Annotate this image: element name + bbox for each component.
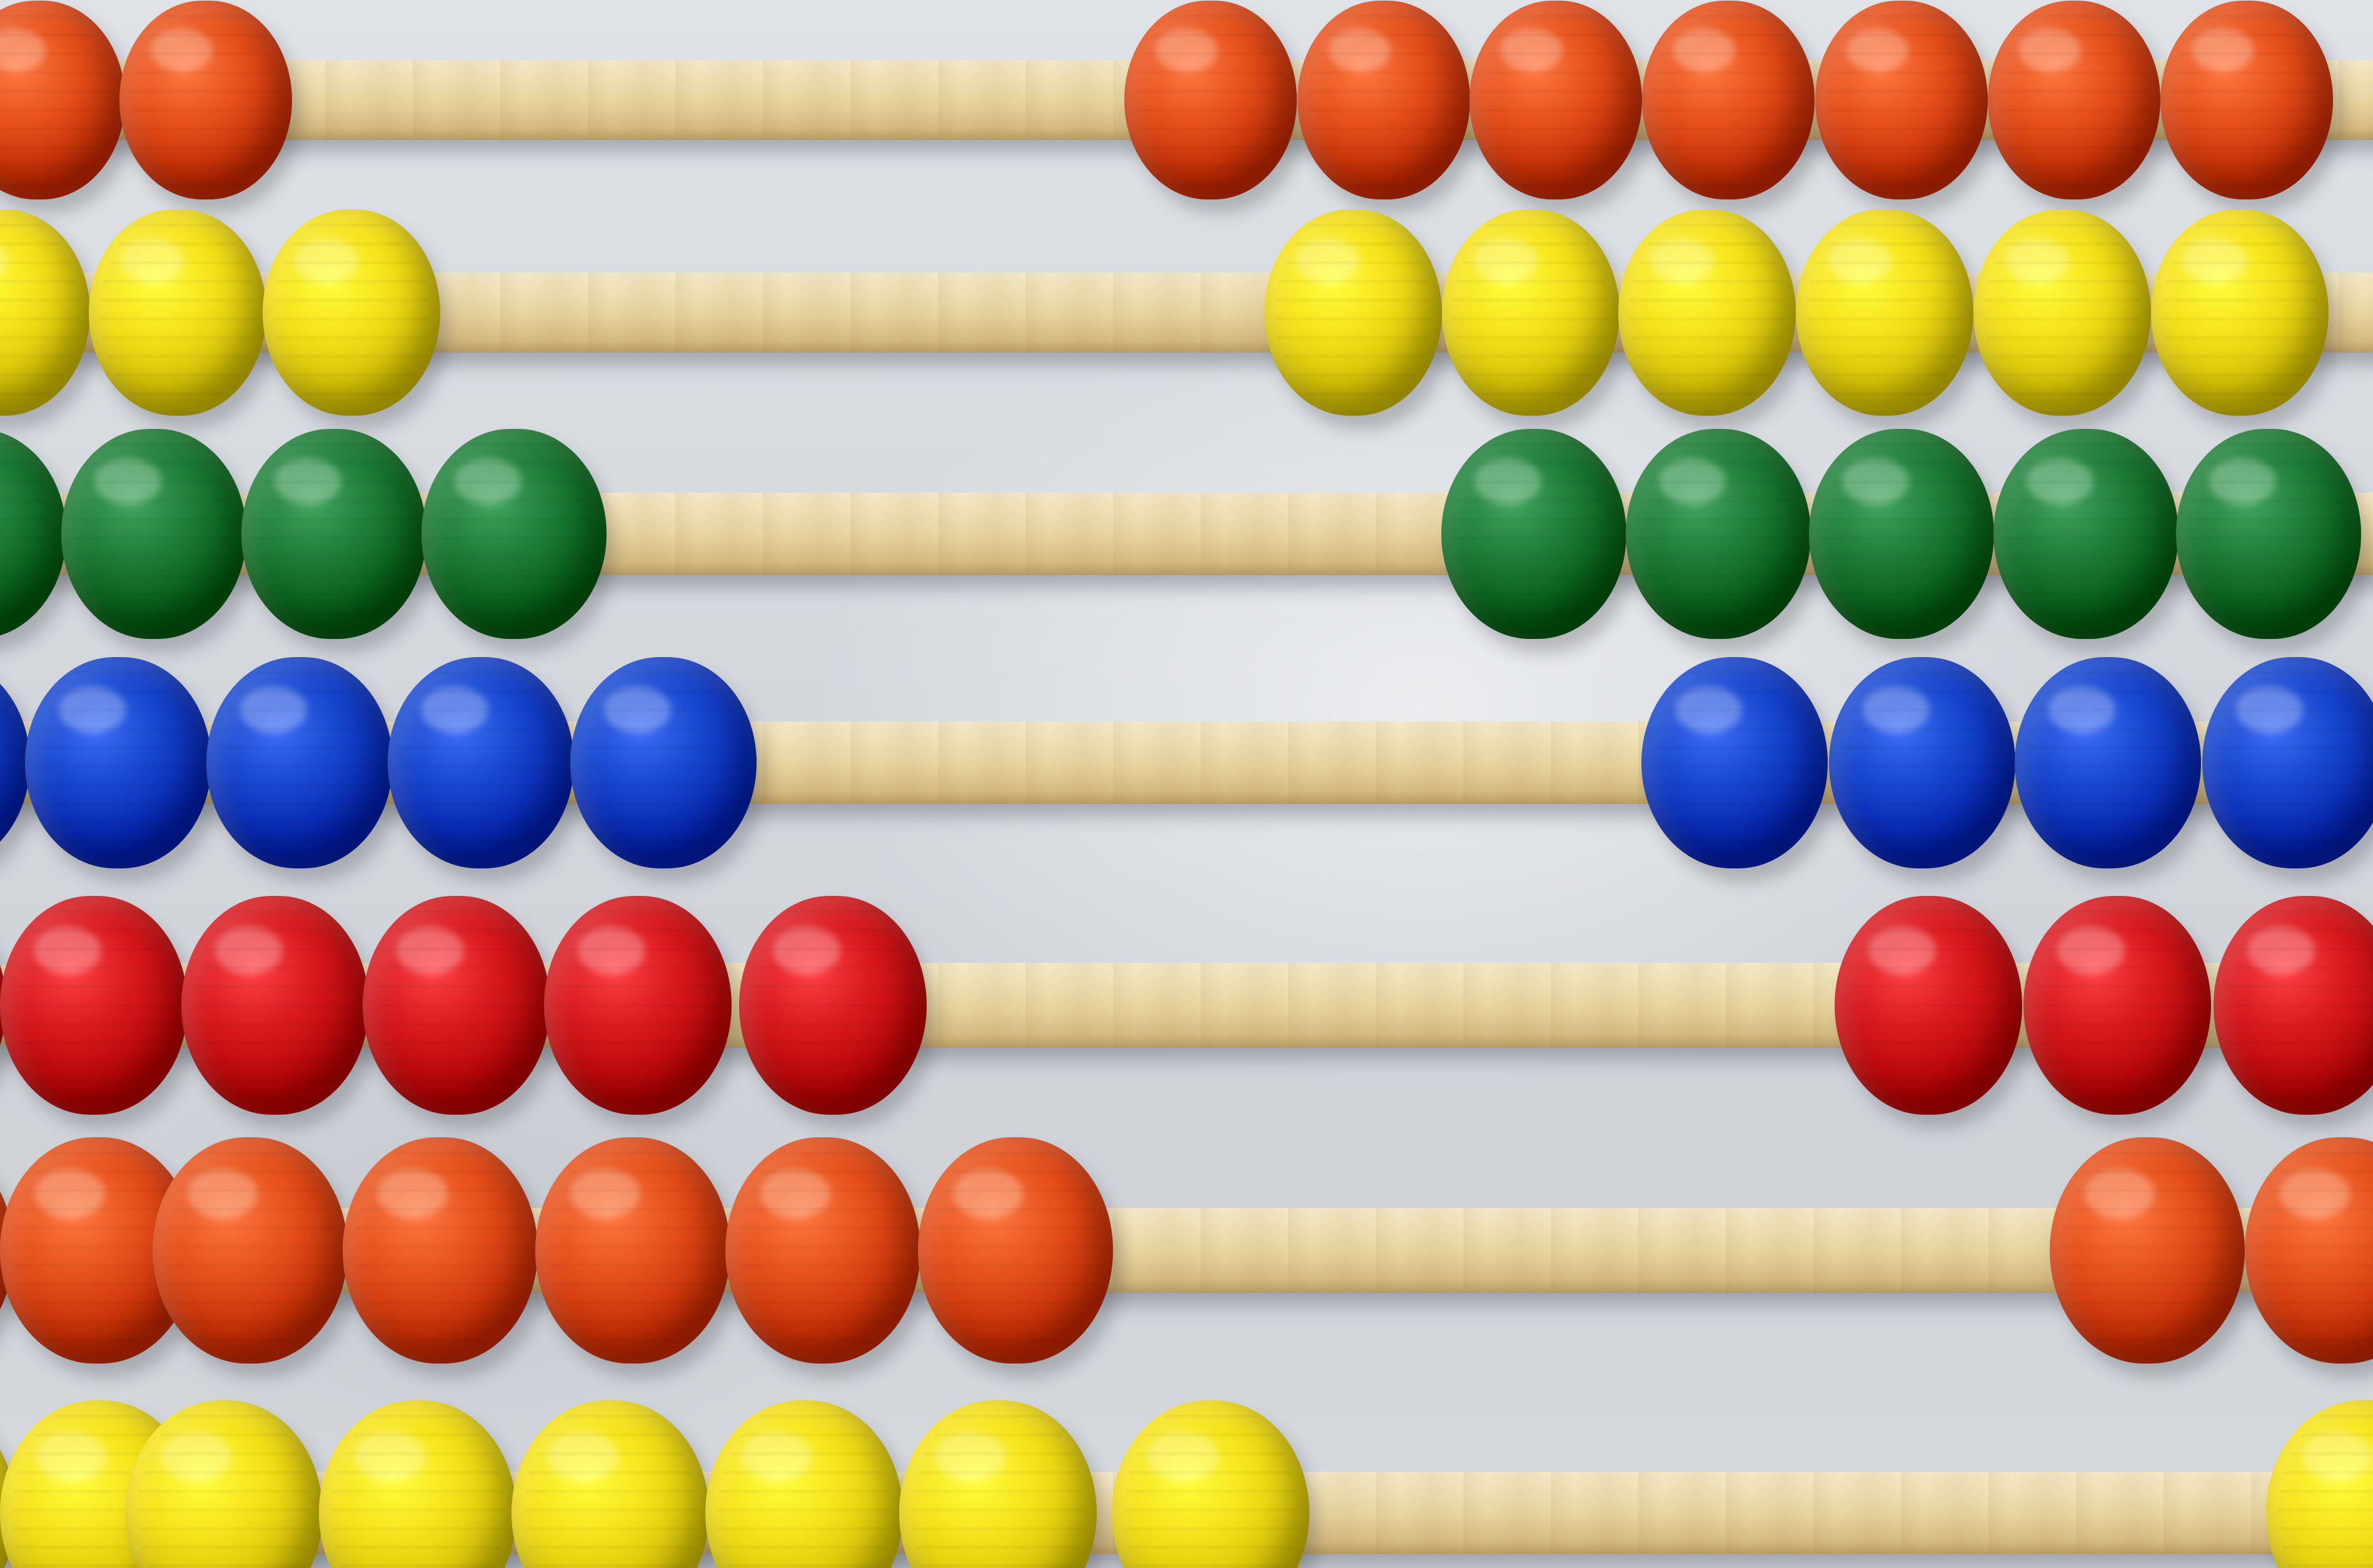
bead-orange-right-6 [1988, 1, 2160, 199]
bead-yellow-right-5 [1973, 209, 2151, 416]
bead-yellow-right-6 [2151, 209, 2329, 416]
bead-yellow-left-1 [0, 209, 90, 416]
bead-red-left-4 [363, 896, 550, 1115]
bead-green-right-2 [1626, 429, 1811, 639]
bead-green-right-4 [1993, 429, 2179, 639]
bead-orange-right-4 [1642, 1, 1815, 199]
bead-green-left-3 [241, 429, 426, 639]
bead-orange-right-2 [1297, 1, 1470, 199]
bead-orange-left-4 [343, 1137, 538, 1364]
bead-red-right-1 [1835, 896, 2022, 1115]
bead-yellow-right-4 [1796, 209, 1973, 416]
bead-orange-right-5 [1815, 1, 1988, 199]
bead-red-left-5 [544, 896, 732, 1115]
bead-yellow-right-3 [1618, 209, 1796, 416]
bead-blue-right-4 [2202, 657, 2373, 868]
bead-yellow-left-3 [263, 209, 440, 416]
bead-yellow-left-4 [319, 1400, 516, 1568]
bead-yellow-left-8 [1112, 1400, 1309, 1568]
bead-yellow-left-2 [89, 209, 266, 416]
bead-red-left-2 [0, 896, 188, 1115]
bead-yellow-right-2 [1442, 209, 1620, 416]
bead-orange-left-1 [0, 1, 125, 199]
bead-red-right-3 [2214, 896, 2373, 1115]
bead-orange-left-2 [119, 1, 292, 199]
bead-red-right-2 [2023, 896, 2211, 1115]
bead-orange-right-3 [1469, 1, 1642, 199]
bead-yellow-left-6 [705, 1400, 903, 1568]
bead-orange-left-3 [153, 1137, 348, 1364]
bead-orange-left-5 [535, 1137, 730, 1364]
bead-green-left-2 [61, 429, 246, 639]
bead-green-left-4 [421, 429, 607, 639]
bead-red-left-3 [181, 896, 369, 1115]
bead-green-right-1 [1441, 429, 1626, 639]
bead-green-right-3 [1809, 429, 1994, 639]
bead-blue-left-4 [388, 657, 574, 868]
bead-blue-left-5 [570, 657, 757, 868]
bead-yellow-left-3 [125, 1400, 323, 1568]
bead-orange-left-6 [725, 1137, 920, 1364]
bead-green-right-5 [2176, 429, 2361, 639]
bead-orange-right-1 [1124, 1, 1297, 199]
bead-blue-right-2 [1829, 657, 2015, 868]
bead-blue-left-2 [25, 657, 211, 868]
bead-yellow-left-5 [511, 1400, 709, 1568]
bead-orange-left-7 [918, 1137, 1113, 1364]
bead-yellow-right-1 [2266, 1400, 2373, 1568]
bead-orange-right-7 [2160, 1, 2333, 199]
bead-blue-right-3 [2015, 657, 2201, 868]
bead-blue-left-3 [206, 657, 393, 868]
bead-blue-right-1 [1641, 657, 1828, 868]
bead-yellow-right-1 [1264, 209, 1442, 416]
bead-red-left-6 [739, 896, 927, 1115]
bead-orange-right-1 [2050, 1137, 2245, 1364]
bead-yellow-left-7 [899, 1400, 1097, 1568]
